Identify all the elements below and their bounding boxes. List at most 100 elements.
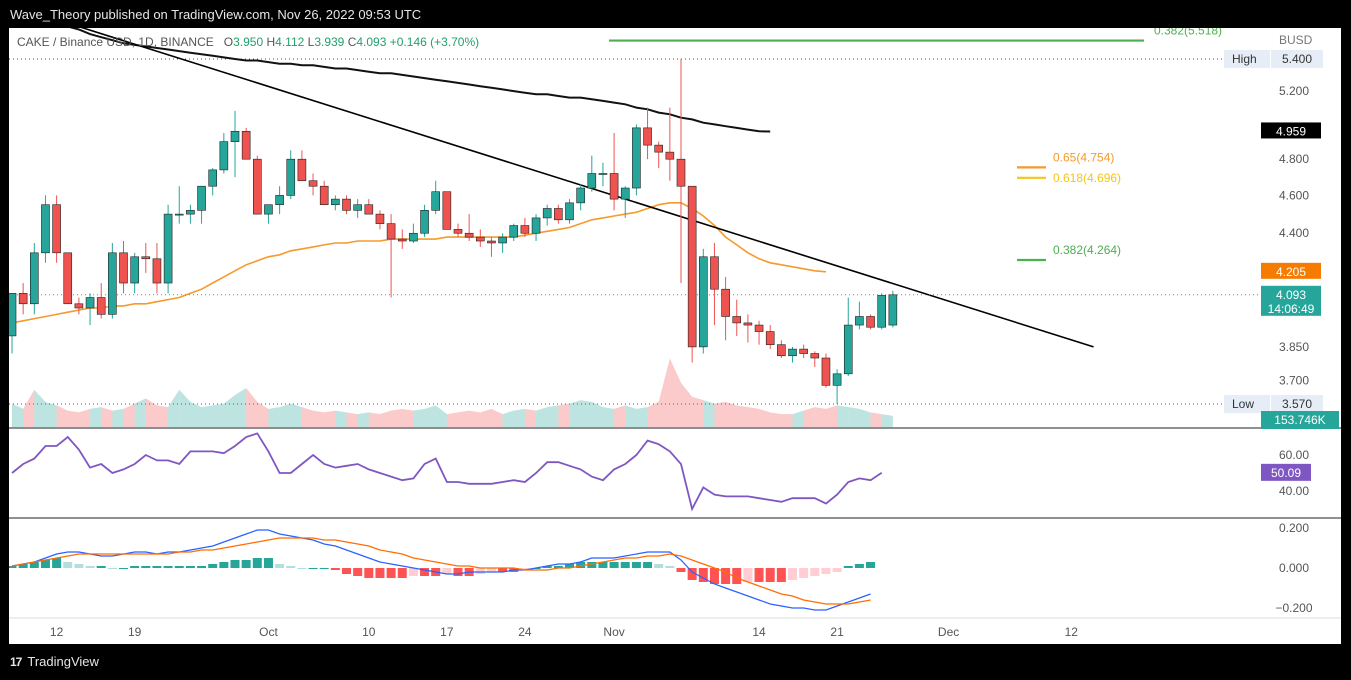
macd-histogram-bar <box>799 568 809 578</box>
low-label-bg <box>1224 395 1270 414</box>
volume-area <box>725 401 737 428</box>
high-value: 5.400 <box>1282 52 1312 66</box>
volume-area <box>692 396 704 428</box>
candle-body <box>765 331 775 345</box>
volume-area <box>156 405 169 428</box>
volume-area <box>379 410 392 428</box>
price-axis-tick: 3.700 <box>1279 374 1309 388</box>
volume-area <box>491 408 503 428</box>
macd-histogram-bar <box>709 568 719 584</box>
chart-panel[interactable]: BUSD 5.200 4.800 4.600 4.400 3.850 3.700 12 19 Oc… <box>9 28 1341 644</box>
candle-body <box>554 208 563 221</box>
candle-body <box>420 210 429 234</box>
volume-area <box>580 400 592 428</box>
macd-histogram-bar <box>263 558 273 568</box>
tradingview-logo-icon: 17 <box>10 654 22 669</box>
candle-body <box>598 173 608 175</box>
macd-histogram-bar <box>74 564 84 568</box>
time-axis-tick: 12 <box>50 625 64 639</box>
volume-area <box>825 405 838 428</box>
candle-body <box>665 151 675 160</box>
candle-body <box>375 213 385 224</box>
candle-body <box>498 236 507 244</box>
candle-body <box>342 198 351 211</box>
macd-histogram-bar <box>821 568 831 574</box>
candle-body <box>386 223 396 240</box>
macd-histogram-bar <box>542 566 552 568</box>
volume-area <box>513 408 525 428</box>
macd-histogram-bar <box>174 566 184 568</box>
macd-histogram-bar <box>609 562 619 568</box>
volume-area <box>235 388 247 428</box>
low-value: 3.570 <box>1282 397 1312 411</box>
volume-area <box>781 414 793 428</box>
candle-body <box>710 256 719 290</box>
macd-histogram-bar <box>854 564 864 568</box>
candle-body <box>654 144 664 153</box>
time-axis-tick: 21 <box>830 625 844 639</box>
volume-area <box>803 407 815 428</box>
macd-histogram-bar <box>197 566 207 568</box>
macd-histogram-bar <box>9 566 17 568</box>
volume-area <box>101 407 113 428</box>
chart-canvas[interactable]: BUSD 5.200 4.800 4.600 4.400 3.850 3.700 12 19 Oc… <box>9 28 1341 644</box>
volume-area <box>324 410 336 428</box>
close-value: 4.093 <box>356 35 387 49</box>
macd-histogram-bar <box>397 568 407 578</box>
time-axis-tick: Dec <box>938 625 959 639</box>
volume-area <box>357 412 369 428</box>
candle-body <box>531 217 541 234</box>
candle-body <box>174 213 184 216</box>
candle-body <box>253 158 262 215</box>
close-label: C <box>347 35 357 49</box>
candle-body <box>230 130 240 142</box>
candle-body <box>643 127 652 146</box>
macd-histogram-bar <box>107 568 117 569</box>
candle-body <box>676 158 686 187</box>
macd-histogram-bar <box>152 566 162 568</box>
volume-area <box>168 389 180 428</box>
candle-body <box>397 238 407 242</box>
candle-body <box>888 294 898 326</box>
candle-body <box>609 173 619 200</box>
macd-histogram-bar <box>141 566 151 568</box>
volume-area <box>45 401 57 428</box>
macd-histogram-bar <box>319 568 329 569</box>
macd-histogram-bar <box>29 562 39 568</box>
candle-body <box>331 198 340 206</box>
change-value: +0.146 (+3.70%) <box>389 35 480 49</box>
volume-area <box>145 398 157 428</box>
macd-histogram-bar <box>185 566 195 568</box>
candle-body <box>130 256 139 284</box>
fib-level-label: 0.382(4.264) <box>1053 243 1121 257</box>
candle-body <box>721 288 730 317</box>
volume-area <box>246 388 258 428</box>
candle-body <box>799 348 808 354</box>
volume-area <box>669 358 681 428</box>
macd-histogram-bar <box>52 558 62 568</box>
candle-body <box>743 322 753 326</box>
macd-histogram-bar <box>776 568 786 582</box>
candle-body <box>453 229 463 234</box>
macd-histogram-bar <box>843 566 853 568</box>
volume-area <box>368 412 380 428</box>
volume-area <box>792 410 804 428</box>
macd-histogram-bar <box>230 560 240 568</box>
candle-body <box>208 169 217 187</box>
volume-tag-bg <box>1261 411 1339 429</box>
volume-area <box>223 394 235 428</box>
volume-area <box>346 412 358 428</box>
rsi-axis-tick: 40.00 <box>1279 484 1309 498</box>
volume-area <box>480 408 492 428</box>
volume-area <box>212 403 224 428</box>
volume-area <box>848 407 860 428</box>
macd-histogram-bar <box>408 568 418 576</box>
macd-histogram-bar <box>676 568 686 572</box>
rsi-tag-bg <box>1261 463 1311 481</box>
candle-body <box>63 252 73 305</box>
volume-area <box>591 401 603 428</box>
volume-area <box>413 408 425 428</box>
macd-histogram-bar <box>832 568 842 572</box>
candle-body <box>821 357 831 386</box>
